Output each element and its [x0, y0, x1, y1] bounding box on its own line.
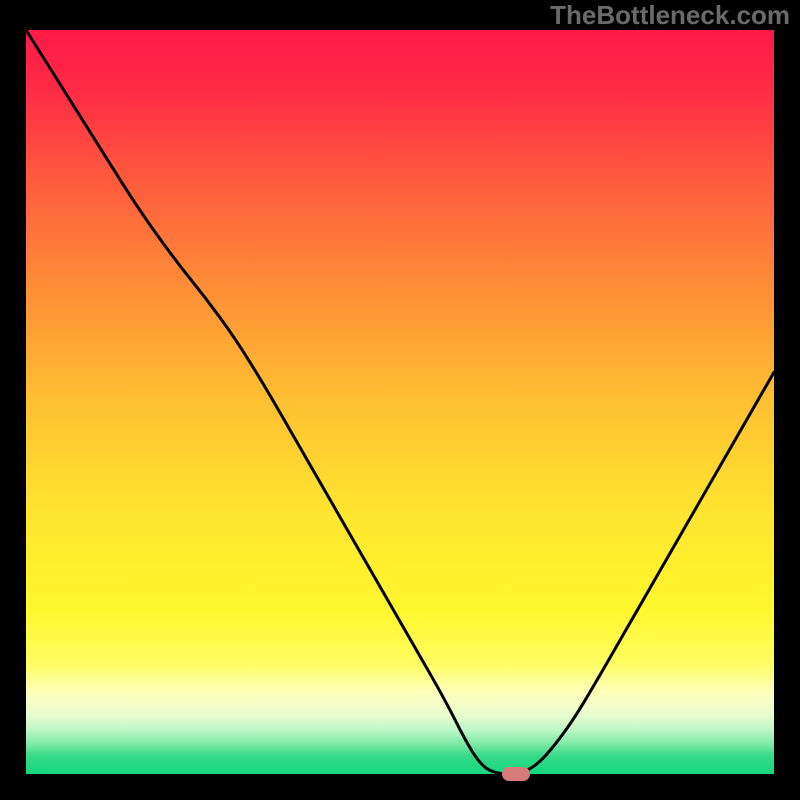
chart-container: TheBottleneck.com: [0, 0, 800, 800]
optimum-marker: [502, 767, 530, 781]
watermark-text: TheBottleneck.com: [550, 0, 790, 31]
bottleneck-curve: [26, 30, 774, 774]
curve-path: [26, 30, 774, 774]
plot-area: [26, 30, 774, 774]
